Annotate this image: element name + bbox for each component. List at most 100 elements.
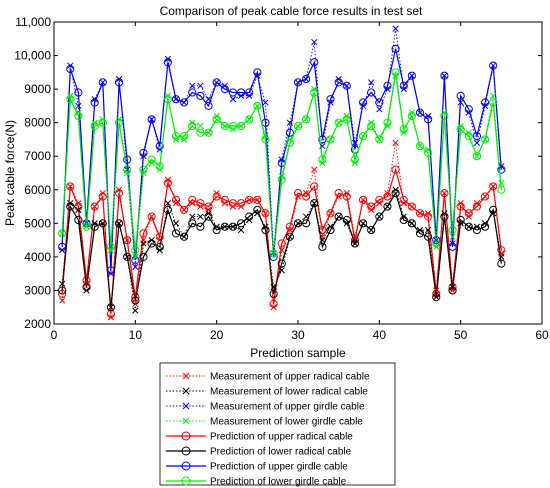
- data-point: [498, 163, 505, 170]
- data-point: [376, 136, 383, 143]
- data-point: [310, 182, 319, 191]
- legend-label: Prediction of upper radical cable: [210, 432, 353, 443]
- data-point: [358, 131, 368, 141]
- data-point: [351, 233, 359, 240]
- data-point: [342, 81, 351, 90]
- data-point: [172, 220, 180, 227]
- data-point: [367, 225, 376, 235]
- data-point: [131, 246, 140, 255]
- legend-swatch-marker: [181, 476, 191, 486]
- data-point: [375, 98, 384, 107]
- data-point: [74, 88, 83, 97]
- x-axis: 0 10 20 30 40 50 60: [51, 22, 549, 342]
- data-point: [196, 222, 205, 231]
- data-point: [99, 220, 106, 227]
- data-point: [343, 189, 350, 197]
- data-point: [384, 122, 391, 130]
- data-point: [457, 122, 464, 130]
- data-point: [74, 215, 83, 225]
- legend-item: Prediction of upper radical cable: [166, 431, 353, 443]
- data-point: [335, 213, 342, 220]
- data-point: [262, 210, 269, 217]
- y-tick-label: 5000: [24, 216, 51, 230]
- data-point: [489, 98, 498, 107]
- data-point: [99, 116, 106, 123]
- legend-label: Measurement of lower radical cable: [210, 387, 368, 398]
- data-point: [172, 96, 180, 103]
- data-point: [91, 119, 98, 126]
- data-point: [124, 236, 131, 244]
- data-point: [392, 72, 399, 79]
- data-point: [327, 223, 334, 230]
- data-point: [115, 220, 123, 227]
- data-point: [189, 119, 196, 126]
- data-point: [302, 115, 311, 124]
- data-point: [294, 79, 302, 86]
- data-point: [416, 109, 424, 116]
- data-point: [196, 128, 205, 137]
- data-point: [236, 121, 246, 131]
- data-point: [254, 196, 261, 203]
- data-point: [343, 82, 350, 89]
- data-point: [156, 236, 163, 244]
- data-point: [359, 132, 367, 140]
- data-point: [441, 109, 448, 116]
- legend-label: Prediction of upper girdle cable: [210, 462, 348, 473]
- data-point: [326, 209, 335, 218]
- data-point: [213, 223, 220, 230]
- data-point: [163, 205, 172, 215]
- data-point: [497, 185, 506, 194]
- data-point: [400, 129, 407, 136]
- data-point: [124, 253, 131, 261]
- x-axis-label: Prediction sample: [250, 346, 346, 360]
- legend-swatch-marker: [182, 372, 190, 380]
- data-point: [197, 203, 204, 210]
- series-3: [58, 72, 505, 261]
- data-point: [188, 219, 197, 228]
- data-point: [107, 247, 115, 254]
- data-point: [75, 109, 82, 116]
- data-point: [107, 270, 115, 277]
- data-point: [472, 152, 482, 161]
- data-point: [498, 179, 505, 187]
- data-point: [262, 99, 269, 106]
- data-point: [246, 196, 253, 203]
- y-axis-label: Peak cable force(N): [3, 120, 17, 226]
- legend-box: [159, 362, 396, 486]
- data-point: [254, 72, 261, 79]
- data-point: [221, 223, 228, 230]
- data-point: [270, 250, 277, 257]
- data-point: [457, 220, 464, 227]
- data-point: [91, 203, 98, 210]
- legend-swatch-marker: [181, 431, 191, 441]
- data-point: [180, 232, 189, 241]
- data-point: [440, 189, 449, 198]
- data-point: [473, 153, 481, 160]
- data-point: [132, 300, 139, 308]
- data-point: [205, 129, 212, 136]
- data-point: [497, 259, 506, 268]
- data-point: [376, 200, 383, 207]
- data-point: [172, 136, 180, 143]
- data-point: [262, 132, 269, 140]
- data-point: [228, 88, 238, 97]
- data-point: [156, 166, 163, 173]
- legend-swatch-marker: [182, 387, 190, 395]
- legend-label: Measurement of lower girdle cable: [210, 417, 363, 428]
- data-point: [286, 233, 294, 240]
- legend-swatch-marker: [182, 417, 190, 425]
- data-point: [237, 122, 245, 130]
- legend: Measurement of upper radical cable Measur…: [159, 362, 396, 488]
- data-point: [441, 72, 448, 79]
- data-point: [319, 159, 326, 167]
- data-point: [424, 146, 432, 153]
- y-tick-label: 9000: [24, 82, 51, 96]
- data-point: [456, 91, 465, 100]
- data-point: [115, 75, 123, 83]
- data-point: [99, 189, 106, 197]
- data-point: [416, 143, 424, 150]
- data-point: [311, 85, 318, 93]
- data-point: [197, 122, 204, 130]
- data-point: [220, 121, 229, 131]
- data-point: [302, 116, 310, 123]
